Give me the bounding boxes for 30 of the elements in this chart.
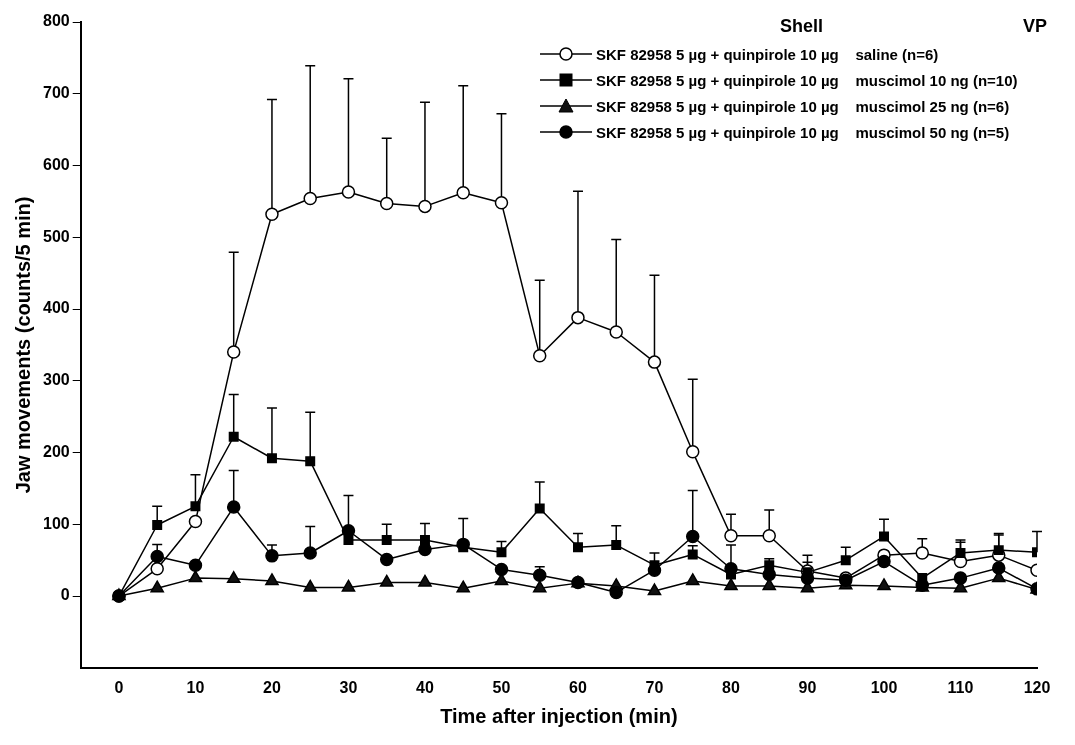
legend-label: SKF 82958 5 µg + quinpirole 10 µg saline (n=6) [595, 45, 939, 63]
legend-title: Shell [779, 16, 823, 37]
y-tick-label: 700 [42, 84, 70, 102]
y-tick-label: 200 [42, 442, 70, 460]
x-tick-label: 80 [722, 678, 740, 696]
legend-label: SKF 82958 5 µg + quinpirole 10 µg muscimol 50 ng (n=5) [595, 123, 1010, 141]
legend-label: SKF 82958 5 µg + quinpirole 10 µg muscimol 25 ng (n=6) [595, 97, 1010, 115]
x-tick-label: 60 [569, 678, 587, 696]
y-tick-label: 400 [42, 299, 70, 317]
x-tick-label: 20 [263, 678, 281, 696]
y-tick-label: 500 [42, 227, 70, 245]
x-tick-label: 30 [339, 678, 358, 696]
x-tick-label: 10 [186, 678, 205, 696]
x-tick-label: 70 [645, 678, 664, 696]
y-tick-label: 0 [60, 586, 70, 604]
y-tick-label: 600 [42, 155, 70, 173]
x-tick-label: 90 [798, 678, 817, 696]
x-tick-label: 100 [870, 678, 898, 696]
x-tick-label: 0 [114, 678, 124, 696]
x-tick-label: 50 [492, 678, 511, 696]
y-tick-label: 100 [42, 514, 70, 532]
y-tick-label: 800 [42, 12, 70, 30]
x-tick-label: 110 [947, 678, 974, 696]
annotation: VP [1022, 16, 1047, 37]
x-tick-label: 40 [416, 678, 434, 696]
y-axis-title: Jaw movements (counts/5 min) [11, 196, 34, 494]
x-tick-label: 120 [1023, 678, 1051, 696]
legend-label: SKF 82958 5 µg + quinpirole 10 µg muscimol 10 ng (n=10) [595, 71, 1018, 89]
x-axis-title: Time after injection (min) [440, 704, 678, 727]
y-tick-label: 300 [42, 371, 70, 389]
